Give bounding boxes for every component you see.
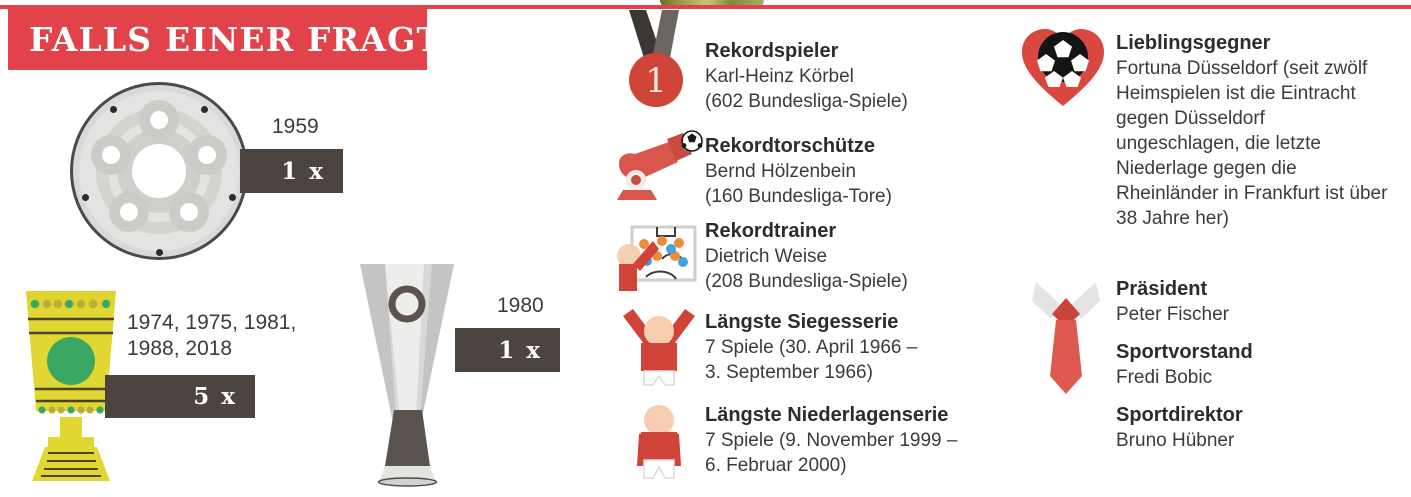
record-body: Karl-Heinz Körbel (602 Bundesliga-Spiele… bbox=[705, 66, 908, 112]
dfb-cup-trophy-icon bbox=[18, 285, 124, 485]
record-title: Rekordspieler bbox=[705, 40, 839, 62]
record-body: 7 Spiele (30. April 1966 – 3. September … bbox=[705, 337, 918, 383]
svg-text:1: 1 bbox=[645, 61, 667, 101]
photo-fragment bbox=[660, 0, 764, 8]
medal-icon: 1 bbox=[613, 10, 705, 110]
uefa-cup-years: 1980 bbox=[497, 294, 544, 317]
uefa-cup-trophy-icon bbox=[352, 258, 462, 490]
officials-row: Präsident Peter Fischer Sportvorstand Fr… bbox=[1018, 272, 1253, 453]
uefa-cup-count: 1 x bbox=[455, 328, 560, 372]
record-title: Längste Niederlagenserie bbox=[705, 404, 949, 426]
meisterschale-years: 1959 bbox=[272, 115, 319, 138]
official-title: Präsident bbox=[1116, 278, 1208, 300]
record-row-rekordtrainer: Rekordtrainer Dietrich Weise (208 Bundes… bbox=[613, 219, 908, 299]
favourite-opponent-row: Lieblingsgegner Fortuna Düsseldorf (seit… bbox=[1018, 24, 1390, 231]
player-celebrating-icon bbox=[613, 305, 705, 387]
record-body: 7 Spiele (9. November 1999 – 6. Februar … bbox=[705, 430, 958, 476]
record-title: Längste Siegesserie bbox=[705, 311, 899, 333]
dfb-pokal-count: 5 x bbox=[105, 375, 255, 418]
dfb-pokal-years: 1974, 1975, 1981, 1988, 2018 bbox=[127, 311, 297, 360]
record-title: Rekordtorschütze bbox=[705, 135, 876, 157]
player-dejected-icon bbox=[613, 398, 705, 480]
official-title: Sportdirektor bbox=[1116, 404, 1243, 426]
championship-plate-icon bbox=[70, 82, 248, 260]
record-body: Bernd Hölzenbein (160 Bundesliga-Tore) bbox=[705, 161, 892, 207]
record-body: Dietrich Weise (208 Bundesliga-Spiele) bbox=[705, 246, 908, 292]
page-title: FALLS EINER FRAGT bbox=[29, 20, 443, 59]
opponent-body: Fortuna Düsseldorf (seit zwölf Heimspiel… bbox=[1116, 58, 1388, 229]
meisterschale-count: 1 x bbox=[240, 149, 343, 193]
tactics-board-icon bbox=[613, 219, 705, 299]
official-title: Sportvorstand bbox=[1116, 341, 1253, 363]
record-row-siegesserie: Längste Siegesserie 7 Spiele (30. April … bbox=[613, 305, 917, 387]
official-name: Fredi Bobic bbox=[1116, 367, 1213, 388]
top-red-rule bbox=[0, 5, 1411, 9]
record-title: Rekordtrainer bbox=[705, 220, 837, 242]
headline-banner: FALLS EINER FRAGT bbox=[8, 9, 441, 70]
necktie-icon bbox=[1018, 272, 1116, 402]
heart-with-football-icon bbox=[1018, 24, 1116, 110]
record-row-rekordspieler: 1 Rekordspieler Karl-Heinz Körbel (602 B… bbox=[613, 10, 908, 114]
cannon-icon bbox=[613, 128, 705, 206]
official-name: Peter Fischer bbox=[1116, 304, 1229, 325]
opponent-title: Lieblingsgegner bbox=[1116, 32, 1271, 54]
record-row-niederlagenserie: Längste Niederlagenserie 7 Spiele (9. No… bbox=[613, 398, 957, 480]
record-row-rekordtorschuetze: Rekordtorschütze Bernd Hölzenbein (160 B… bbox=[613, 128, 892, 209]
official-name: Bruno Hübner bbox=[1116, 430, 1235, 451]
